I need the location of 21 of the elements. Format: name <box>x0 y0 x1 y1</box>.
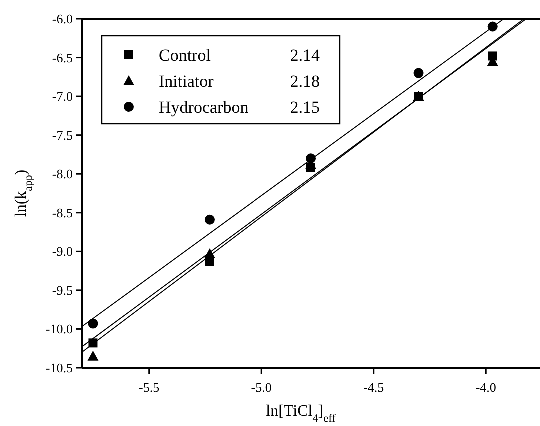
x-tick-label: -5.0 <box>251 380 272 395</box>
y-tick-label: -9.0 <box>52 244 73 260</box>
y-tick-label: -8.5 <box>52 205 73 220</box>
legend-label: Hydrocarbon <box>159 98 250 117</box>
y-tick-label: -10.5 <box>46 360 73 376</box>
x-axis-title: ln[TiCl$_{4}$]$_{eff}$ <box>266 403 336 425</box>
legend-label: Control <box>159 46 212 65</box>
annotation: 2.15 <box>290 98 320 117</box>
legend-label: Initiator <box>159 72 214 91</box>
x-tick-label: -4.5 <box>364 380 384 395</box>
y-tick-label: -6.0 <box>52 12 73 26</box>
y-tick-label: -8.0 <box>52 166 73 182</box>
y-tick-label: -9.5 <box>52 282 73 298</box>
x-tick-label: -4.0 <box>476 380 496 395</box>
annotation: 2.14 <box>290 46 320 65</box>
y-tick-label: -7.0 <box>52 89 73 104</box>
annotation: 2.18 <box>290 72 320 91</box>
x-tick-label: -5.5 <box>139 380 160 395</box>
y-tick-label: -7.5 <box>52 128 73 143</box>
y-tick-label: -6.5 <box>52 50 73 66</box>
y-tick-label: -10.0 <box>46 322 73 337</box>
